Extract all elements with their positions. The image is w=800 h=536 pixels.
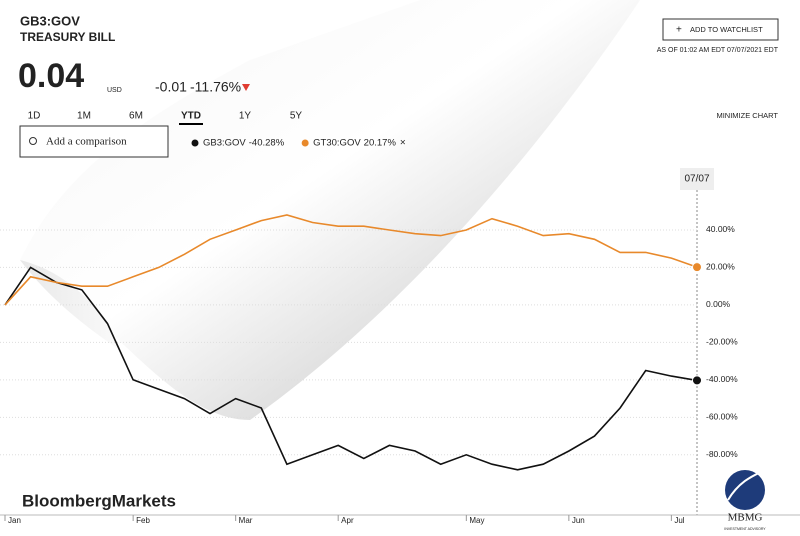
comparison-input[interactable] [19, 125, 169, 158]
security-name: TREASURY BILL [20, 30, 115, 44]
x-tick-label: Feb [136, 516, 150, 525]
ticker: GB3:GOV [20, 13, 80, 28]
x-tick-label: Jul [674, 516, 684, 525]
series-line [4, 266, 698, 471]
cursor-date: 07/07 [684, 174, 709, 185]
legend-change: -40.28% [249, 138, 285, 149]
as-of: AS OF 01:02 AM EDT 07/07/2021 EDT [657, 47, 779, 54]
legend-dot [301, 139, 309, 147]
legend-name: GB3:GOV [203, 138, 246, 149]
series-line [4, 214, 698, 306]
y-tick-label: 40.00% [706, 224, 735, 234]
y-tick-label: 0.00% [706, 299, 731, 309]
logo-name: MBMG [728, 512, 763, 524]
y-tick-label: -40.00% [706, 374, 738, 384]
range-button[interactable]: 1Y [239, 111, 252, 122]
legend-name: GT30:GOV [313, 138, 361, 149]
change: -0.01 [155, 79, 187, 95]
x-tick-label: Jan [8, 516, 21, 525]
range-buttons: 1D 1M 6M YTD 1Y 5Y [28, 111, 303, 125]
range-button[interactable]: YTD [181, 111, 201, 122]
y-tick-label: -20.00% [706, 337, 738, 347]
legend-change: 20.17% [364, 138, 397, 149]
plus-icon: + [676, 25, 682, 36]
x-tick-label: Jun [572, 516, 585, 525]
range-button[interactable]: 1D [28, 111, 41, 122]
x-tick-label: Mar [239, 516, 253, 525]
x-tick-label: May [469, 516, 484, 525]
search-icon [29, 137, 37, 145]
cursor-box [680, 168, 714, 190]
down-arrow [242, 84, 250, 91]
watchlist-label[interactable]: ADD TO WATCHLIST [690, 25, 763, 34]
x-tick-label: Apr [341, 516, 354, 525]
watermark: BloombergMarkets [22, 491, 176, 510]
remove-comparison[interactable]: × [400, 138, 406, 149]
y-tick-label: 20.00% [706, 262, 735, 272]
logo-swoosh [727, 469, 766, 501]
logo-globe [725, 470, 765, 510]
y-tick-label: -80.00% [706, 449, 738, 459]
range-button[interactable]: 6M [129, 111, 143, 122]
currency: USD [107, 87, 122, 94]
price: 0.04 [18, 57, 84, 95]
legend: GB3:GOV -40.28% GT30:GOV 20.17% × [191, 138, 406, 149]
y-tick-label: -60.00% [706, 412, 738, 422]
logo-tagline: INVESTMENT ADVISORY [724, 527, 766, 531]
end-point [692, 375, 702, 386]
change-pct: -11.76% [190, 79, 241, 95]
range-button[interactable]: 5Y [290, 111, 303, 122]
range-button[interactable]: 1M [77, 111, 91, 122]
comparison-placeholder[interactable]: Add a comparison [46, 136, 127, 148]
end-point [692, 262, 702, 273]
minimize-chart[interactable]: MINIMIZE CHART [716, 111, 778, 120]
page-curl [20, 0, 640, 420]
legend-dot [191, 139, 199, 147]
watchlist-button[interactable] [662, 18, 779, 41]
